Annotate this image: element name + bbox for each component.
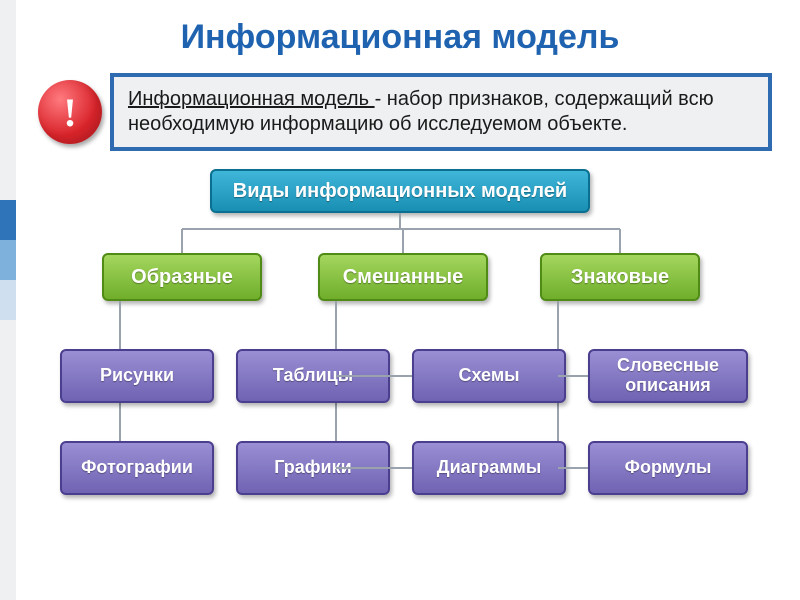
mid-node: Смешанные bbox=[318, 253, 488, 301]
connector bbox=[399, 213, 401, 229]
connector bbox=[181, 229, 183, 253]
definition-box: Информационная модель - набор признаков,… bbox=[110, 73, 772, 151]
leaf-node: Схемы bbox=[412, 349, 566, 403]
definition-row: ! Информационная модель - набор признако… bbox=[38, 73, 772, 151]
mid-node: Образные bbox=[102, 253, 262, 301]
definition-term: Информационная модель bbox=[128, 88, 375, 110]
connector bbox=[182, 228, 620, 230]
connector bbox=[558, 467, 588, 469]
leaf-node: Фотографии bbox=[60, 441, 214, 495]
connector bbox=[402, 229, 404, 253]
connector bbox=[558, 375, 588, 377]
connector bbox=[336, 375, 412, 377]
page-title: Информационная модель bbox=[0, 0, 800, 65]
mid-node: Знаковые bbox=[540, 253, 700, 301]
leaf-node: Формулы bbox=[588, 441, 748, 495]
leaf-node: Диаграммы bbox=[412, 441, 566, 495]
leaf-node: Словесные описания bbox=[588, 349, 748, 403]
exclamation-icon: ! bbox=[38, 80, 102, 144]
connector bbox=[336, 467, 412, 469]
leaf-node: Рисунки bbox=[60, 349, 214, 403]
hierarchy-diagram: Виды информационных моделей Образные Смеша… bbox=[40, 169, 770, 539]
left-accent-stripe bbox=[0, 0, 16, 600]
connector bbox=[619, 229, 621, 253]
root-node: Виды информационных моделей bbox=[210, 169, 590, 213]
